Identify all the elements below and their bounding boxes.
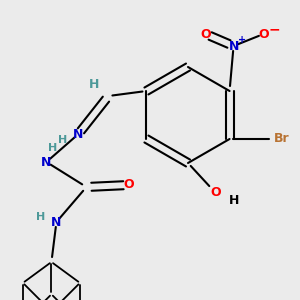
Text: N: N	[228, 40, 239, 52]
Text: N: N	[41, 155, 52, 169]
Text: H: H	[48, 143, 57, 153]
Text: +: +	[238, 35, 246, 45]
Text: O: O	[211, 187, 221, 200]
Text: H: H	[36, 212, 45, 222]
Text: O: O	[258, 28, 269, 40]
Text: O: O	[200, 28, 211, 40]
Text: Br: Br	[274, 133, 290, 146]
Text: O: O	[123, 178, 134, 191]
Text: H: H	[89, 77, 100, 91]
Text: −: −	[269, 22, 280, 36]
Text: H: H	[229, 194, 239, 208]
Text: N: N	[73, 128, 84, 140]
Text: H: H	[58, 135, 67, 145]
Text: N: N	[51, 215, 62, 229]
